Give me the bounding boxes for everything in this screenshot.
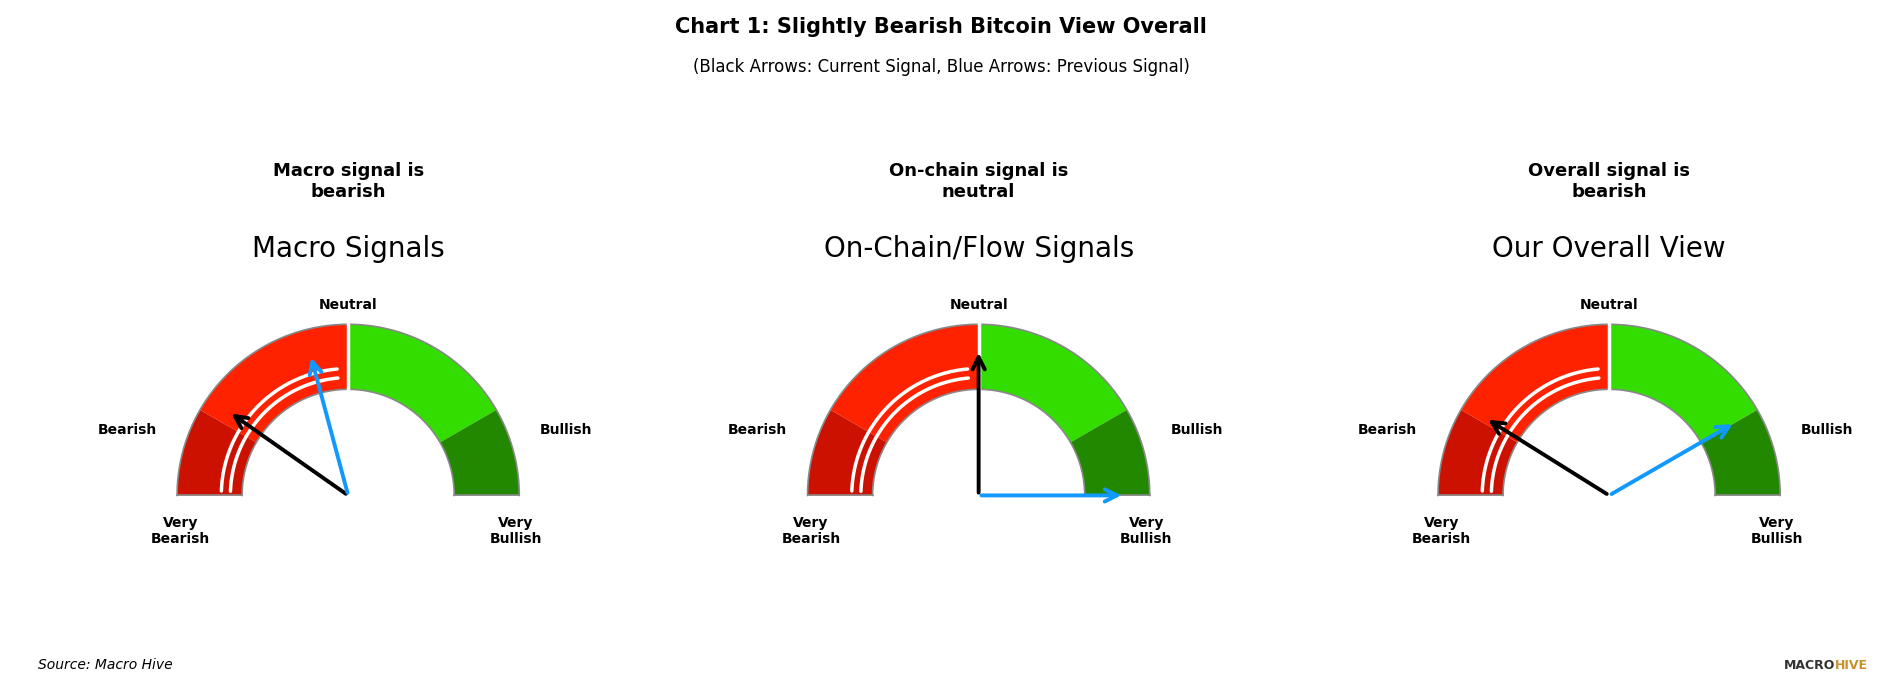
Wedge shape [440, 410, 519, 495]
Text: Neutral: Neutral [1579, 298, 1639, 312]
Wedge shape [177, 410, 256, 495]
Text: MACRO: MACRO [1784, 659, 1835, 672]
Text: Bullish: Bullish [540, 423, 593, 438]
Text: Very
Bearish: Very Bearish [151, 516, 211, 546]
Text: Neutral: Neutral [949, 298, 1009, 312]
Text: Very
Bearish: Very Bearish [781, 516, 841, 546]
Text: (Black Arrows: Current Signal, Blue Arrows: Previous Signal): (Black Arrows: Current Signal, Blue Arro… [693, 58, 1189, 76]
Wedge shape [807, 410, 886, 495]
Text: On-Chain/Flow Signals: On-Chain/Flow Signals [824, 235, 1133, 263]
Text: HIVE: HIVE [1835, 659, 1869, 672]
Text: Very
Bullish: Very Bullish [1120, 516, 1172, 546]
Text: Bearish: Bearish [1359, 423, 1417, 438]
Wedge shape [1460, 324, 1609, 442]
Text: Chart 1: Slightly Bearish Bitcoin View Overall: Chart 1: Slightly Bearish Bitcoin View O… [676, 17, 1206, 37]
Wedge shape [979, 324, 1127, 442]
Text: Macro signal is
bearish: Macro signal is bearish [273, 162, 423, 200]
Text: Macro Signals: Macro Signals [252, 235, 444, 263]
Text: Neutral: Neutral [318, 298, 378, 312]
Wedge shape [1701, 410, 1780, 495]
Text: Our Overall View: Our Overall View [1492, 235, 1726, 263]
Wedge shape [1071, 410, 1150, 495]
Text: On-chain signal is
neutral: On-chain signal is neutral [888, 162, 1069, 200]
Wedge shape [1609, 324, 1758, 442]
Text: Very
Bullish: Very Bullish [1750, 516, 1803, 546]
Text: Bullish: Bullish [1801, 423, 1854, 438]
Wedge shape [830, 324, 979, 442]
Text: Bearish: Bearish [728, 423, 787, 438]
Text: Overall signal is
bearish: Overall signal is bearish [1528, 162, 1690, 200]
Wedge shape [1438, 410, 1517, 495]
Text: Very
Bullish: Very Bullish [489, 516, 542, 546]
Wedge shape [348, 324, 497, 442]
Wedge shape [199, 324, 348, 442]
Text: Very
Bearish: Very Bearish [1412, 516, 1472, 546]
Text: Source: Macro Hive: Source: Macro Hive [38, 659, 173, 672]
Text: Bearish: Bearish [98, 423, 156, 438]
Text: Bullish: Bullish [1171, 423, 1223, 438]
